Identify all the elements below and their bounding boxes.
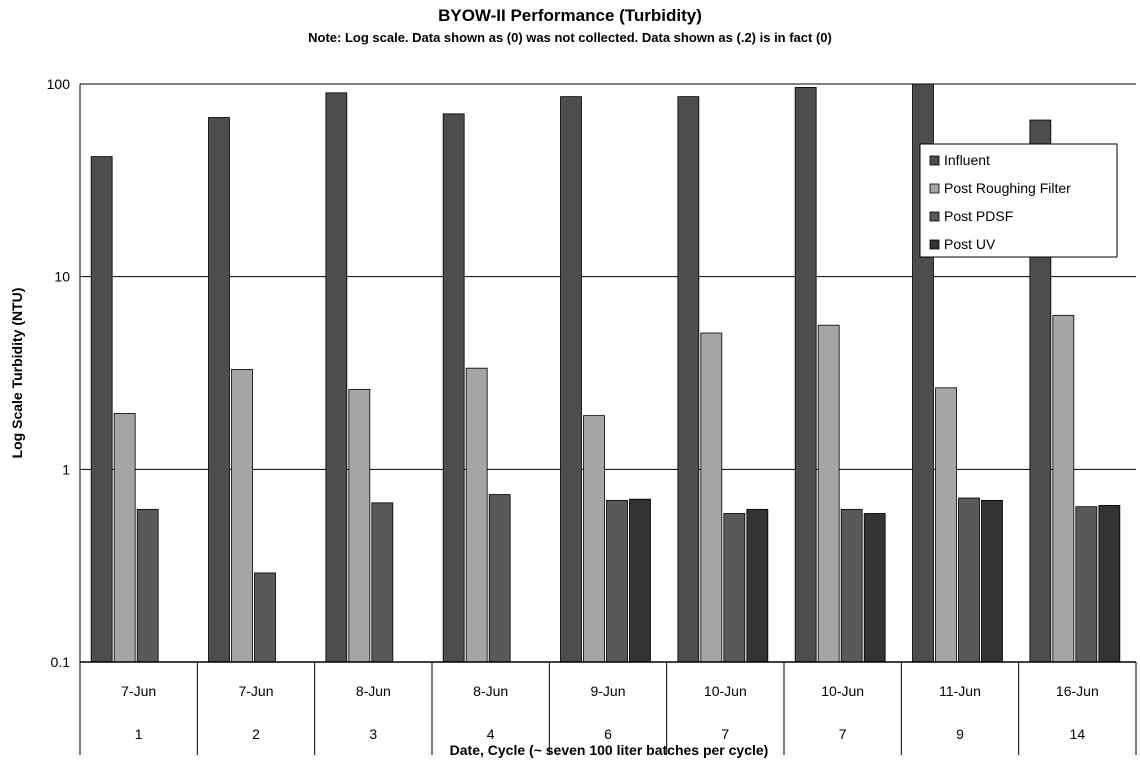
bar-post-roughing-filter [583,415,605,663]
chart-title: BYOW-II Performance (Turbidity) [438,6,702,25]
bar-post-pdsf [723,513,746,663]
bar-post-pdsf [136,508,159,663]
x-date-label: 11-Jun [939,683,981,699]
x-date-label: 8-Jun [473,683,508,699]
bar-post-uv [746,508,769,663]
bar-post-pdsf [371,502,394,663]
x-cycle-label: 9 [956,726,964,742]
x-cycle-label: 1 [135,726,143,742]
bar-post-uv [981,499,1003,663]
y-tick-label: 10 [54,269,70,285]
x-date-label: 8-Jun [356,683,391,699]
axes [79,84,1136,755]
x-date-label: 10-Jun [704,683,747,699]
x-axis-title: Date, Cycle (~ seven 100 liter batches p… [450,742,769,758]
bar-post-pdsf [606,499,628,663]
bar-post-roughing-filter [700,332,723,663]
y-tick-label: 1 [62,461,70,477]
y-tick-label: 100 [47,76,71,92]
bar-influent [208,117,230,663]
x-category-labels: 7-Jun 1 7-Jun 2 8-Jun 3 8-Jun 4 9-Jun 6 10-Jun 7 10-… [79,662,1137,755]
x-cycle-label: 2 [252,726,260,742]
bar-influent [442,113,465,663]
x-date-label: 7-Jun [238,683,273,699]
bar-post-uv [863,513,886,663]
chart-subtitle: Note: Log scale. Data shown as (0) was n… [308,30,832,45]
bar-influent [560,96,582,663]
legend-label: Post Roughing Filter [944,180,1071,196]
bar-post-roughing-filter [348,388,371,663]
bar-post-pdsf [840,508,863,663]
legend-box [919,143,1118,258]
x-date-label: 10-Jun [821,683,864,699]
bar-post-pdsf [488,494,511,663]
y-tick-labels: 0.1 1 10 100 [47,76,71,670]
legend-swatch [929,211,940,222]
legend-swatch [929,239,940,250]
bar-post-roughing-filter [465,367,488,663]
y-tick-label: 0.1 [51,654,71,670]
legend: Influent Post Roughing Filter Post PDSF Pos… [919,143,1118,258]
bar-post-pdsf [958,497,980,663]
x-cycle-label: 14 [1070,726,1086,742]
bar-post-uv [629,498,651,663]
bar-post-roughing-filter [113,413,136,663]
legend-label: Post UV [944,236,996,252]
x-cycle-label: 4 [487,726,495,742]
bar-post-uv [1098,504,1121,663]
x-date-label: 7-Jun [121,683,156,699]
legend-label: Influent [944,152,990,168]
legend-label: Post PDSF [944,208,1013,224]
x-cycle-label: 7 [839,726,847,742]
legend-swatch [929,155,940,166]
bar-post-roughing-filter [817,324,840,663]
bar-post-pdsf [254,572,276,663]
bar-influent [677,96,700,663]
bar-post-roughing-filter [1052,314,1075,663]
bar-post-roughing-filter [231,369,253,663]
x-date-label: 9-Jun [590,683,625,699]
bar-influent [794,87,817,663]
bars [90,83,1121,663]
x-cycle-label: 3 [369,726,377,742]
y-axis-title: Log Scale Turbidity (NTU) [9,288,25,459]
bar-influent [90,156,113,663]
bar-post-pdsf [1075,506,1098,663]
bar-post-roughing-filter [935,387,957,663]
bar-influent [325,92,348,663]
x-cycle-label: 7 [721,726,729,742]
x-cycle-label: 6 [604,726,612,742]
x-date-label: 16-Jun [1056,683,1099,699]
legend-swatch [929,183,940,194]
